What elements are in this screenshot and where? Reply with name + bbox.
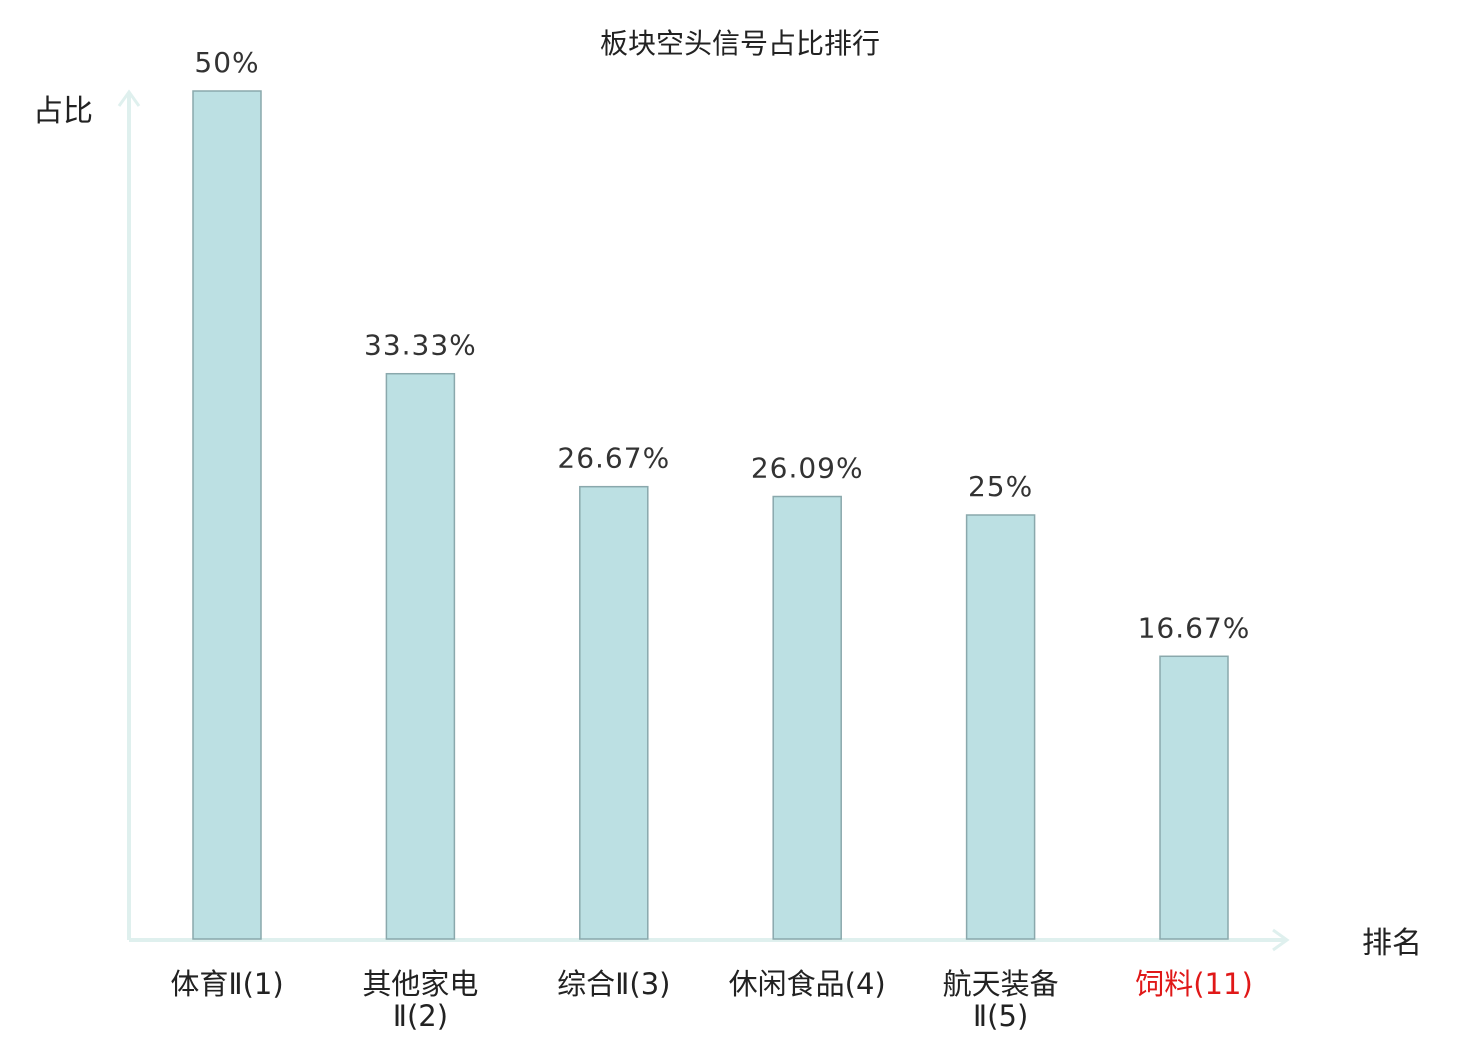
value-label-6: 16.67% — [1138, 611, 1251, 644]
bar-1 — [192, 90, 262, 940]
category-label-3: 综合Ⅱ(3) — [557, 967, 670, 1001]
value-label-5: 25% — [968, 470, 1033, 503]
value-label-3: 26.67% — [557, 442, 670, 475]
category-label-5-line-2: Ⅱ(5) — [973, 999, 1028, 1033]
y-axis-label: 占比 — [33, 94, 93, 129]
value-label-1: 50% — [194, 46, 259, 79]
x-axis-label: 排名 — [1362, 926, 1422, 961]
y-axis — [117, 89, 141, 940]
category-label-2-line-2: Ⅱ(2) — [393, 999, 448, 1033]
x-axis — [129, 928, 1290, 952]
bar-3 — [579, 485, 649, 940]
category-label-6: 饲料(11) — [1135, 967, 1253, 1001]
category-label-5-line-1: 航天装备 — [943, 967, 1059, 1001]
category-label-2-line-1: 其他家电 — [362, 967, 478, 1001]
value-label-2: 33.33% — [364, 329, 477, 362]
category-label-1: 体育Ⅱ(1) — [170, 967, 283, 1001]
bar-4 — [772, 495, 842, 940]
bar-2 — [385, 372, 456, 940]
category-label-4: 休闲食品(4) — [729, 967, 886, 1001]
bars-group — [192, 90, 1229, 940]
value-label-4: 26.09% — [751, 452, 864, 485]
bar-6 — [1159, 655, 1229, 940]
bar-5 — [965, 514, 1036, 940]
chart-title: 板块空头信号占比排行 — [600, 27, 880, 60]
value-labels-group: 50% 33.33% 26.67% 26.09% 25% 16.67% — [194, 46, 1251, 644]
